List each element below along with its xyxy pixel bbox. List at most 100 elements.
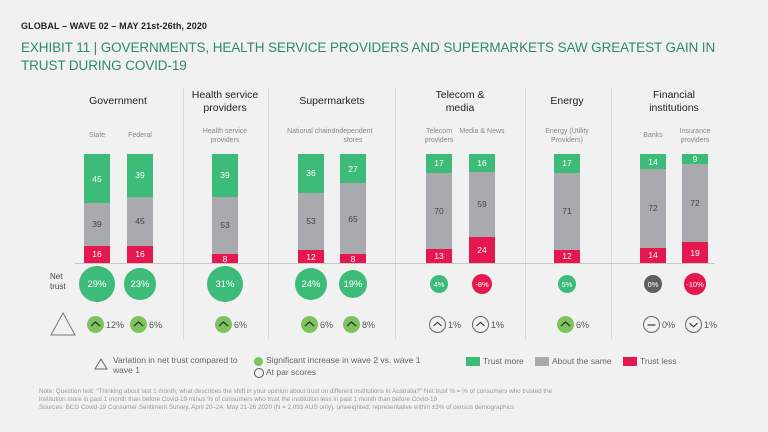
bar-segment-trust-more: 39 — [127, 154, 153, 197]
legend-trust-less-text: Trust less — [640, 356, 677, 366]
net-trust-badge: 31% — [207, 266, 243, 302]
bar-segment-trust-less: 8 — [212, 254, 238, 264]
chevron-up-icon — [429, 316, 446, 333]
bar-segment-trust-more: 36 — [298, 154, 324, 193]
net-trust-badge: 0% — [644, 275, 662, 293]
bar-segment-trust-more: 17 — [426, 154, 452, 173]
bar-segment-about-same: 59 — [469, 171, 495, 237]
bar-segment-trust-less: 16 — [84, 245, 110, 263]
category-label: Energy (Utility Providers) — [545, 128, 589, 144]
net-trust-badge: -10% — [684, 273, 706, 295]
bar-segment-trust-less: 24 — [469, 236, 495, 263]
net-trust-label: Net trust — [50, 272, 66, 291]
bar-segment-trust-more: 39 — [212, 154, 238, 197]
variation-value: 6% — [320, 319, 334, 330]
net-trust-variation: 1% — [472, 316, 504, 333]
legend-trust-less-swatch — [623, 357, 637, 366]
note-line-2: institution more in past 1 month than be… — [39, 396, 437, 403]
bar-segment-trust-more: 14 — [640, 154, 666, 170]
group-title: Energy — [550, 95, 584, 107]
bar-segment-trust-more: 9 — [682, 154, 708, 164]
net-trust-variation: 0% — [643, 316, 675, 333]
category-label: Media & News — [459, 128, 505, 135]
legend-trust-more-text: Trust more — [483, 356, 524, 366]
category-label: Health service providers — [202, 128, 248, 144]
legend-significant-dot-icon — [254, 357, 263, 366]
legend-variation-text: Variation in net trust compared to wave … — [113, 355, 238, 375]
bar-segment-trust-more: 27 — [340, 154, 366, 184]
exhibit-title: EXHIBIT 11 | GOVERNMENTS, HEALTH SERVICE… — [21, 40, 716, 73]
variation-value: 8% — [362, 319, 376, 330]
net-trust-badge: 29% — [79, 266, 115, 302]
net-trust-badge: 19% — [338, 269, 368, 299]
bar-segment-about-same: 72 — [640, 169, 666, 248]
legend-about-same-text: About the same — [552, 356, 612, 366]
bar-segment-trust-less: 12 — [298, 250, 324, 263]
chevron-up-icon — [87, 316, 104, 333]
bar-segment-trust-more: 45 — [84, 154, 110, 204]
net-trust-variation: 6% — [215, 316, 247, 333]
group-title: Financial institutions — [649, 89, 699, 114]
net-trust-variation: 8% — [343, 316, 375, 333]
category-label: Independent stores — [333, 128, 373, 144]
group-divider — [395, 88, 396, 340]
chevron-up-icon — [215, 316, 232, 333]
variation-triangle-icon — [50, 311, 76, 341]
bar-segment-about-same: 53 — [298, 192, 324, 251]
chevron-up-icon — [472, 316, 489, 333]
bar-segment-trust-more: 17 — [554, 154, 580, 173]
variation-value: 1% — [704, 319, 718, 330]
chevron-up-icon — [301, 316, 318, 333]
net-trust-variation: 6% — [130, 316, 162, 333]
bar-segment-trust-less: 8 — [340, 254, 366, 264]
stacked-bar-chart: Government State 16 39 45 29% 12% Federal 16 45 39… — [75, 88, 718, 340]
group-title: Supermarkets — [299, 95, 365, 107]
net-trust-variation: 1% — [429, 316, 461, 333]
bar-segment-trust-less: 19 — [682, 242, 708, 263]
group-title: Health service providers — [191, 89, 259, 114]
chart-baseline — [75, 263, 715, 264]
note-line-1: Note: Question text: “Thinking about las… — [39, 388, 553, 395]
chevron-up-icon — [130, 316, 147, 333]
bar-segment-about-same: 65 — [340, 183, 366, 255]
bar-segment-about-same: 70 — [426, 172, 452, 249]
net-trust-variation: 6% — [557, 316, 589, 333]
category-label: Telecom providers — [424, 128, 454, 144]
category-label: Federal — [128, 132, 152, 139]
variation-value: 6% — [149, 319, 163, 330]
bar-segment-trust-less: 16 — [127, 245, 153, 263]
bar-segment-trust-less: 14 — [640, 247, 666, 263]
category-label: National chains — [287, 128, 335, 135]
group-title: Telecom & media — [435, 89, 485, 114]
net-trust-variation: 6% — [301, 316, 333, 333]
bar-segment-trust-less: 13 — [426, 248, 452, 263]
note-line-3: Sources: BCG Covid-19 Consumer Sentiment… — [39, 404, 515, 411]
net-trust-badge: 24% — [295, 268, 327, 300]
bar-segment-about-same: 71 — [554, 172, 580, 250]
group-divider — [611, 88, 612, 340]
legend-about-same-swatch — [535, 357, 549, 366]
net-trust-badge: 23% — [124, 268, 156, 300]
variation-value: 1% — [448, 319, 462, 330]
net-trust-variation: 12% — [87, 316, 124, 333]
bar-segment-trust-less: 12 — [554, 249, 580, 263]
bar-segment-trust-more: 16 — [469, 154, 495, 172]
legend-at-par-circle-icon — [254, 368, 264, 378]
group-title: Government — [89, 95, 147, 107]
net-trust-badge: -8% — [472, 274, 492, 294]
chevron-up-icon — [343, 316, 360, 333]
legend-trust-more-swatch — [466, 357, 480, 366]
legend-at-par-text: At par scores — [266, 367, 317, 377]
chevron-up-icon — [557, 316, 574, 333]
bar-segment-about-same: 53 — [212, 196, 238, 255]
category-label: State — [88, 132, 106, 139]
net-trust-badge: 5% — [558, 275, 576, 293]
group-divider — [525, 88, 526, 340]
variation-value: 6% — [234, 319, 248, 330]
legend-triangle-icon — [94, 357, 108, 375]
dash-icon — [643, 316, 660, 333]
kicker: GLOBAL – WAVE 02 – MAY 21st-26th, 2020 — [21, 21, 208, 31]
variation-value: 6% — [576, 319, 590, 330]
variation-value: 12% — [106, 319, 125, 330]
bar-segment-about-same: 39 — [84, 203, 110, 246]
